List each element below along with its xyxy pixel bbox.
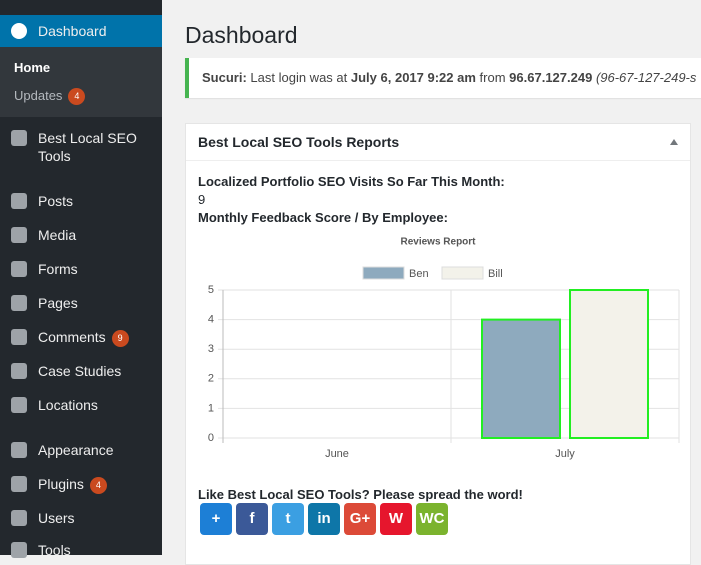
menu-text: Best Local SEO Tools	[38, 130, 137, 164]
share-button[interactable]: t	[272, 503, 304, 535]
toggle-arrow[interactable]	[670, 139, 678, 145]
share-button[interactable]: in	[308, 503, 340, 535]
y-tick-label: 3	[208, 343, 214, 355]
share-button[interactable]: +	[200, 503, 232, 535]
menu-label: Tools	[38, 541, 153, 559]
y-tick-label: 5	[208, 284, 214, 296]
menu-text: Forms	[38, 261, 78, 277]
visits-label: Localized Portfolio SEO Visits So Far Th…	[198, 174, 505, 189]
bar	[481, 318, 561, 439]
menu-text: Pages	[38, 295, 78, 311]
menu-icon	[11, 227, 27, 243]
badge: 9	[111, 329, 129, 347]
widget-header[interactable]: Best Local SEO Tools Reports	[186, 124, 690, 161]
submenu-item[interactable]: Updates 4	[14, 88, 86, 106]
submenu-text: Home	[14, 60, 51, 75]
menu-label: Posts	[38, 192, 153, 210]
y-tick-label: 2	[208, 373, 214, 385]
menu-icon	[11, 510, 27, 526]
menu-label: Best Local SEO Tools	[38, 129, 153, 165]
menu-icon	[11, 295, 27, 311]
menu-icon	[11, 397, 27, 413]
menu-icon	[11, 261, 27, 277]
menu-text: Plugins	[38, 476, 84, 492]
legend-label: Bill	[488, 268, 503, 280]
main: Dashboard Sucuri: Last login was at July…	[162, 0, 701, 565]
notice-source: Sucuri:	[202, 70, 247, 85]
share-button[interactable]: G+	[344, 503, 376, 535]
chart: Reviews Report 0 1 2 3 4 5 Ben Bill June July	[208, 237, 680, 460]
menu-icon	[11, 476, 27, 492]
share-buttons: + f t in G+ W WC	[200, 503, 452, 535]
submenu-bg	[0, 47, 162, 117]
menu-text: Locations	[38, 397, 98, 413]
submenu-item[interactable]: Home	[14, 60, 50, 75]
menu-text: Appearance	[38, 442, 114, 458]
menu-icon	[11, 442, 27, 458]
notice-date: July 6, 2017 9:22 am	[350, 70, 476, 85]
active-bg	[0, 15, 162, 47]
menu-icon	[11, 542, 27, 558]
page-title: Dashboard	[185, 22, 298, 48]
widget: Best Local SEO Tools Reports Localized P…	[185, 123, 691, 565]
badge: 4	[68, 88, 86, 106]
menu-label: Users	[38, 509, 153, 527]
menu-label: Dashboard	[38, 22, 153, 40]
menu-label: Media	[38, 226, 153, 244]
menu-icon	[11, 130, 27, 146]
menu-label: Plugins 4	[38, 475, 153, 494]
badge: 4	[89, 476, 107, 494]
submenu-text: Updates	[14, 88, 63, 103]
menu-icon	[11, 23, 27, 39]
share-button[interactable]: W	[380, 503, 412, 535]
menu-text: Posts	[38, 193, 74, 209]
menu-text: Tools	[38, 542, 71, 558]
menu-icon	[11, 329, 27, 345]
y-tick-label: 4	[208, 314, 214, 326]
sidebar: Dashboard Best Local SEO Tools Posts Media F…	[0, 0, 162, 558]
menu-label: Locations	[38, 396, 153, 414]
menu-text: Users	[38, 510, 75, 526]
y-tick-label: 1	[208, 402, 214, 414]
notice-text: from	[479, 70, 506, 85]
menu-icon	[11, 363, 27, 379]
menu-text: Case Studies	[38, 363, 122, 379]
legend-label: Ben	[409, 268, 429, 280]
menu-text: Dashboard	[38, 23, 107, 39]
x-tick-label: July	[555, 448, 575, 460]
menu-label: Comments 9	[38, 328, 153, 347]
notice: Sucuri: Last login was at July 6, 2017 9…	[185, 58, 701, 98]
menu-label: Appearance	[38, 441, 153, 459]
y-tick-label: 0	[208, 432, 214, 444]
legend-swatch	[362, 266, 405, 280]
share-text: Like Best Local SEO Tools? Please spread…	[198, 487, 523, 502]
menu-icon	[11, 193, 27, 209]
notice-text: Last login was at	[250, 70, 348, 85]
visits-value: 9	[198, 192, 206, 207]
menu-label: Pages	[38, 294, 153, 312]
feedback-label: Monthly Feedback Score / By Employee:	[198, 210, 448, 225]
widget-title: Best Local SEO Tools Reports	[198, 134, 400, 150]
legend-swatch	[441, 266, 484, 280]
notice-host: (96-67-127-249-s	[595, 70, 697, 85]
share-button[interactable]: f	[236, 503, 268, 535]
bar	[569, 289, 649, 439]
menu-text: Media	[38, 227, 77, 243]
chart-title: Reviews Report	[400, 237, 476, 248]
x-tick-label: June	[325, 448, 349, 460]
share-button[interactable]: WC	[416, 503, 448, 535]
menu-label: Forms	[38, 260, 153, 278]
menu-label: Case Studies	[38, 362, 153, 380]
notice-ip: 96.67.127.249	[509, 70, 593, 85]
menu-text: Comments	[38, 329, 106, 345]
